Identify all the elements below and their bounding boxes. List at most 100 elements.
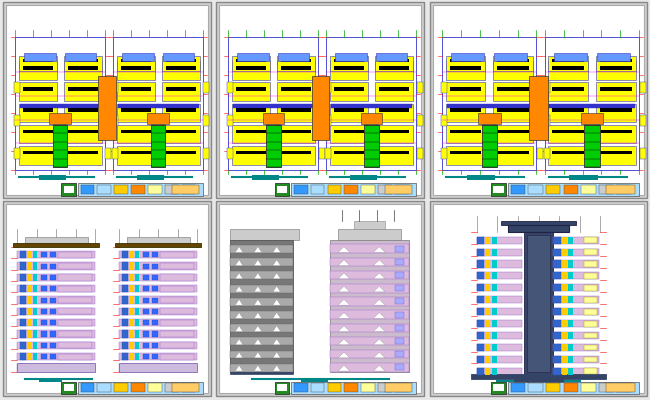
Bar: [203, 148, 209, 159]
Bar: [20, 262, 27, 270]
Bar: [120, 87, 151, 91]
Bar: [600, 130, 632, 133]
Bar: [549, 146, 588, 165]
Polygon shape: [373, 365, 385, 371]
Bar: [430, 201, 647, 396]
Polygon shape: [235, 299, 243, 305]
Bar: [477, 368, 484, 375]
Bar: [486, 320, 490, 327]
Bar: [160, 263, 194, 269]
Polygon shape: [338, 339, 350, 345]
Bar: [446, 82, 486, 101]
Polygon shape: [373, 326, 385, 332]
Bar: [68, 108, 98, 112]
Bar: [19, 56, 57, 70]
Bar: [6, 5, 208, 195]
Bar: [493, 186, 504, 193]
Bar: [216, 2, 424, 198]
Bar: [216, 201, 424, 396]
Bar: [50, 332, 57, 336]
Bar: [230, 229, 299, 240]
Bar: [50, 264, 57, 269]
Bar: [152, 366, 158, 370]
Bar: [562, 356, 567, 363]
Bar: [131, 185, 145, 194]
Bar: [28, 353, 31, 360]
Bar: [3, 201, 211, 396]
Bar: [524, 232, 553, 375]
Bar: [545, 38, 640, 170]
Bar: [640, 115, 645, 126]
Bar: [28, 285, 31, 292]
Bar: [600, 108, 632, 112]
Polygon shape: [338, 273, 350, 279]
Bar: [62, 382, 76, 394]
Bar: [28, 262, 31, 270]
Bar: [130, 319, 133, 326]
Polygon shape: [273, 352, 280, 358]
Bar: [222, 220, 419, 381]
Bar: [152, 309, 158, 314]
Bar: [330, 271, 409, 279]
Bar: [543, 82, 550, 93]
Bar: [450, 87, 482, 91]
Bar: [277, 146, 315, 165]
Bar: [477, 344, 484, 351]
Bar: [553, 272, 599, 280]
Bar: [172, 185, 199, 194]
Bar: [32, 251, 38, 258]
Bar: [311, 185, 324, 194]
Bar: [62, 184, 76, 196]
Bar: [385, 383, 412, 392]
Bar: [119, 308, 198, 315]
Bar: [395, 325, 404, 331]
Bar: [600, 151, 632, 154]
Bar: [220, 5, 421, 195]
Bar: [477, 308, 484, 315]
Bar: [318, 148, 324, 159]
Bar: [122, 53, 153, 61]
Bar: [477, 296, 484, 303]
Bar: [142, 366, 149, 370]
Bar: [497, 87, 528, 91]
Bar: [162, 53, 194, 61]
Bar: [553, 248, 599, 256]
Bar: [112, 82, 118, 93]
Polygon shape: [235, 312, 243, 318]
Bar: [553, 237, 599, 244]
Bar: [486, 344, 490, 351]
Bar: [311, 76, 330, 140]
Bar: [230, 324, 293, 332]
Polygon shape: [373, 273, 385, 279]
Bar: [333, 108, 364, 112]
Bar: [514, 378, 563, 383]
Bar: [117, 104, 155, 122]
Polygon shape: [273, 326, 280, 332]
Bar: [236, 108, 266, 112]
Bar: [478, 113, 500, 124]
Bar: [502, 220, 575, 225]
Bar: [236, 130, 266, 133]
Bar: [584, 333, 597, 338]
Bar: [142, 252, 149, 257]
Bar: [477, 260, 523, 268]
Polygon shape: [254, 273, 262, 279]
Bar: [549, 56, 588, 70]
Bar: [395, 312, 404, 318]
Bar: [581, 185, 595, 194]
Bar: [166, 130, 196, 133]
Bar: [281, 87, 311, 91]
Bar: [486, 368, 490, 375]
Bar: [486, 260, 490, 268]
Bar: [281, 60, 311, 62]
Polygon shape: [373, 260, 385, 266]
Bar: [58, 274, 92, 280]
Bar: [553, 296, 599, 303]
Bar: [64, 384, 74, 391]
Bar: [379, 130, 409, 133]
Bar: [486, 296, 490, 303]
Polygon shape: [338, 312, 350, 318]
Bar: [236, 151, 266, 154]
Bar: [28, 342, 31, 349]
Bar: [552, 60, 584, 62]
